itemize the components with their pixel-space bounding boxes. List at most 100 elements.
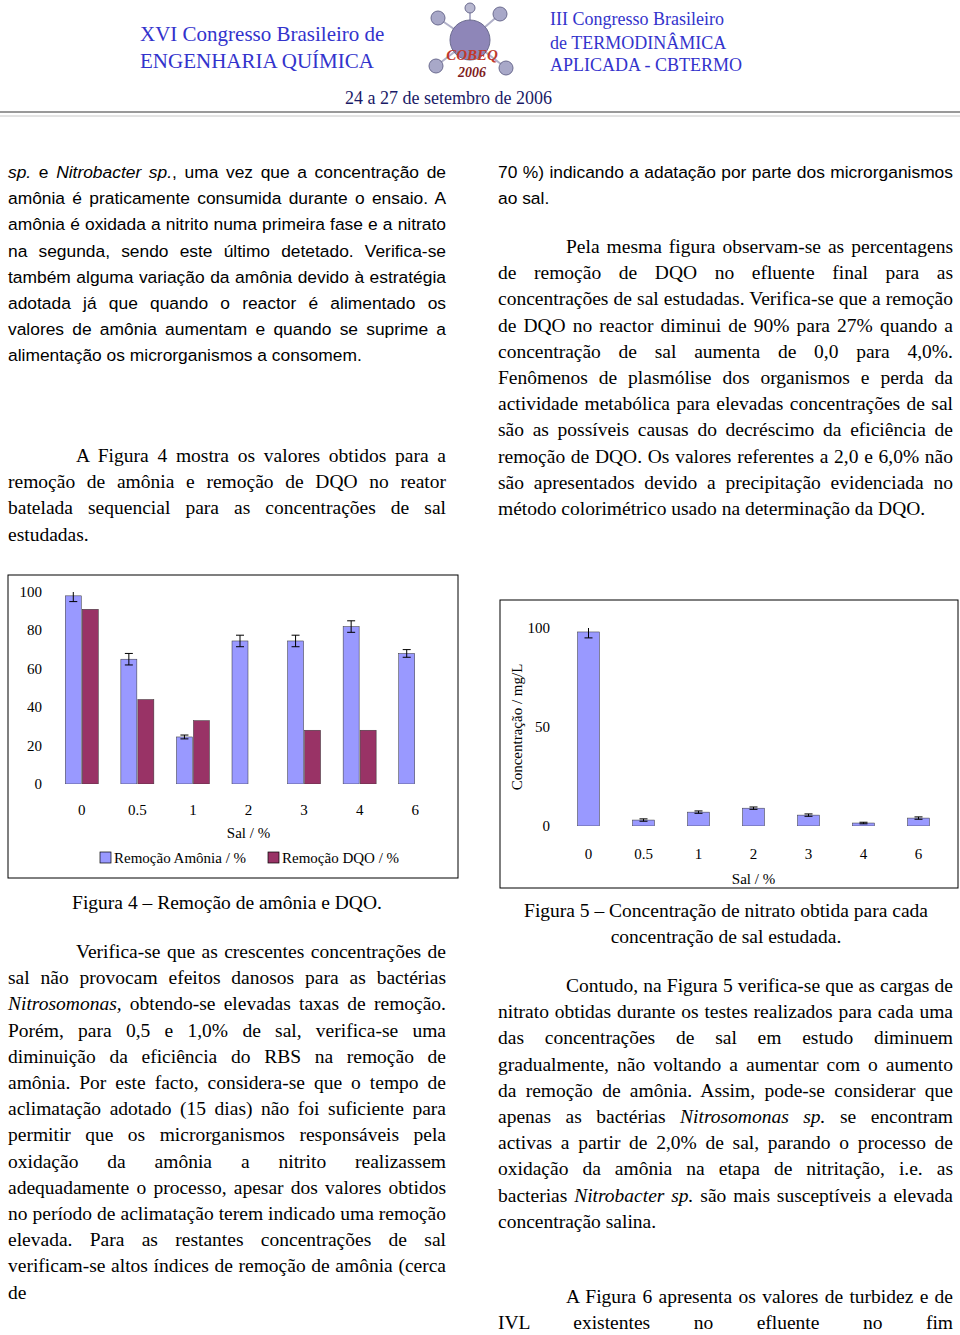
y-tick-label: 100 — [528, 620, 551, 636]
y-tick-label: 0 — [35, 776, 43, 792]
bar — [743, 808, 765, 826]
header-right-text: III Congresso Brasileiro — [550, 9, 724, 30]
logo-atom — [499, 61, 513, 75]
bar — [232, 641, 248, 784]
error-bar — [860, 822, 868, 824]
x-tick-label: 2 — [245, 802, 253, 818]
bar — [288, 641, 304, 784]
legend-swatch — [100, 852, 111, 863]
bar — [688, 812, 710, 826]
chart: 02040608010000.512346Sal / %Remoção Amôn… — [8, 575, 458, 878]
chart-frame — [500, 600, 958, 888]
error-stem — [184, 735, 185, 739]
error-cap — [403, 649, 411, 650]
error-cap — [347, 620, 355, 621]
bar — [121, 659, 137, 784]
error-bar — [750, 807, 758, 809]
error-cap — [640, 818, 648, 819]
error-cap — [860, 823, 868, 824]
header-rule — [0, 116, 960, 117]
legend-label: Remoção Amônia / % — [114, 850, 246, 866]
x-tick-label: 3 — [300, 802, 308, 818]
error-cap — [805, 813, 813, 814]
x-tick-label: 2 — [750, 846, 758, 862]
header-date: 24 a 27 de setembro de 2006 — [345, 88, 552, 109]
bar — [798, 815, 820, 826]
y-tick-label: 50 — [535, 719, 550, 735]
text-run: , uma vez que a concentração de amônia é… — [8, 162, 446, 365]
text-run: obtendo-se elevadas taxas de remoção. Po… — [8, 993, 446, 1302]
bar — [65, 596, 81, 784]
y-tick-label: 20 — [27, 738, 42, 754]
y-tick-label: 40 — [27, 699, 42, 715]
x-axis-label: Sal / % — [227, 825, 270, 841]
header-right-text: APLICADA - CBTERMO — [550, 55, 742, 76]
error-stem — [240, 635, 241, 647]
header-left-text: XVI Congresso Brasileiro de — [140, 22, 384, 47]
header-left-text: ENGENHARIA QUÍMICA — [140, 49, 374, 74]
error-cap — [805, 816, 813, 817]
error-stem — [295, 635, 296, 647]
chart: 05010000.512346Sal / %Concentração / mg/… — [500, 600, 958, 888]
error-cap — [125, 664, 133, 665]
text-run: e — [31, 162, 56, 182]
italic-run: Nitrosomonas, — [8, 993, 122, 1014]
paragraph: 70 %) indicando a adatação por parte dos… — [498, 159, 953, 211]
y-tick-label: 60 — [27, 661, 42, 677]
legend-label: Remoção DQO / % — [282, 850, 399, 866]
error-cap — [695, 813, 703, 814]
error-cap — [695, 810, 703, 811]
x-tick-label: 4 — [356, 802, 364, 818]
error-bar — [585, 628, 593, 638]
x-tick-label: 0 — [78, 802, 86, 818]
error-cap — [69, 601, 77, 602]
logo-text: 2006 — [457, 65, 486, 80]
bar — [633, 820, 655, 826]
bar — [305, 730, 321, 784]
figure-caption: Figura 5 – Concentração de nitrato obtid… — [511, 898, 941, 950]
chart-frame — [8, 575, 458, 878]
text-run: A Figura 6 apresenta os valores de turbi… — [498, 1286, 953, 1333]
error-cap — [125, 653, 133, 654]
x-tick-label: 4 — [860, 846, 868, 862]
bar — [343, 627, 359, 784]
error-bar — [236, 635, 244, 647]
paragraph: Pela mesma figura observam-se as percent… — [498, 234, 953, 522]
x-tick-label: 0.5 — [634, 846, 653, 862]
error-stem — [128, 653, 129, 665]
logo-text: COBEQ — [446, 47, 498, 63]
bar — [82, 609, 98, 784]
error-cap — [180, 738, 188, 739]
bar — [578, 632, 600, 826]
error-cap — [292, 635, 300, 636]
error-bar — [180, 735, 188, 739]
error-bar — [403, 650, 411, 658]
logo-atom — [431, 11, 445, 25]
bar — [360, 730, 376, 784]
logo: COBEQ 2006 — [429, 3, 513, 80]
header-rule — [0, 111, 960, 113]
error-bar — [640, 819, 648, 821]
italic-run: Nitrobacter sp. — [574, 1185, 693, 1206]
error-cap — [403, 657, 411, 658]
text-run: Verifica-se que as crescentes concentraç… — [8, 941, 446, 988]
text-run: Contudo, na Figura 5 verifica-se que as … — [498, 975, 953, 1127]
error-stem — [351, 621, 352, 633]
error-stem — [406, 650, 407, 658]
x-tick-label: 0.5 — [128, 802, 147, 818]
paragraph: A Figura 4 mostra os valores obtidos par… — [8, 443, 446, 548]
error-bar — [915, 817, 923, 819]
bar — [138, 700, 154, 784]
error-cap — [236, 646, 244, 647]
x-tick-label: 3 — [805, 846, 813, 862]
error-cap — [915, 819, 923, 820]
page: XVI Congresso Brasileiro deENGENHARIA QU… — [0, 0, 960, 1335]
bar — [399, 653, 415, 784]
error-cap — [640, 821, 648, 822]
error-bar — [69, 592, 77, 602]
text-run: A Figura 4 mostra os valores obtidos par… — [8, 445, 446, 545]
error-cap — [236, 635, 244, 636]
bar — [193, 721, 209, 784]
header-right-text: de TERMODINÂMICA — [550, 33, 726, 54]
error-cap — [347, 632, 355, 633]
